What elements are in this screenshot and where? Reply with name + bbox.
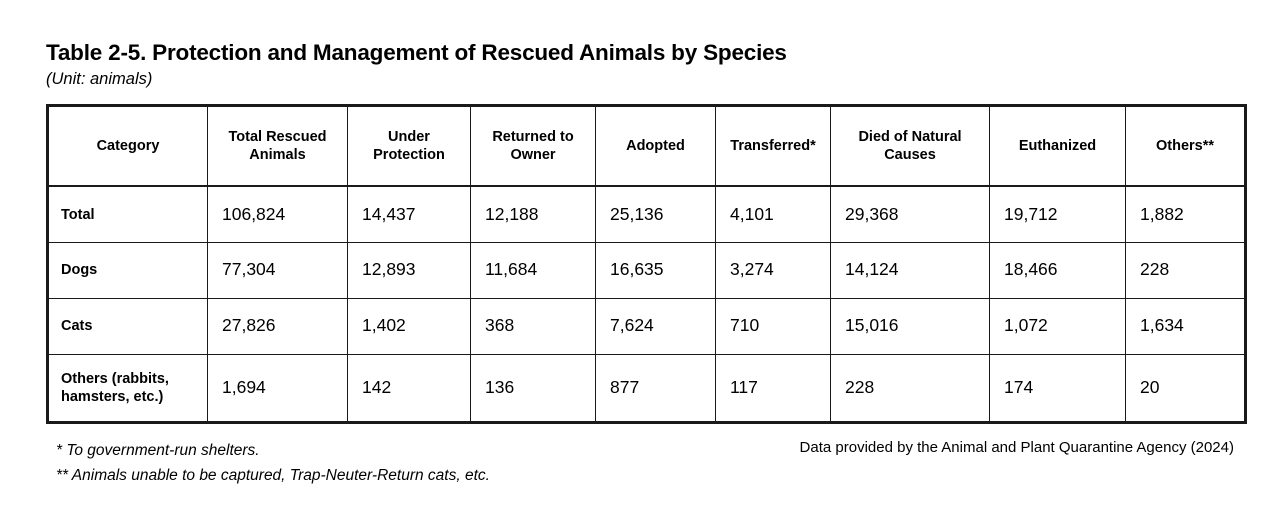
table-row: Total 106,824 14,437 12,188 25,136 4,101…	[47, 186, 1246, 243]
footnote-single-asterisk: * To government-run shelters.	[56, 441, 260, 459]
rescued-animals-table: Category Total Rescued Animals Under Pro…	[46, 104, 1247, 424]
row-label-dogs: Dogs	[47, 241, 208, 299]
cell-total-rescued: 106,824	[207, 186, 348, 243]
column-header-euthanized: Euthanized	[989, 105, 1126, 188]
cell-adopted: 7,624	[595, 297, 716, 355]
column-header-category: Category	[47, 105, 208, 188]
row-label-others: Others (rabbits, hamsters, etc.)	[47, 353, 208, 423]
table-row: Cats 27,826 1,402 368 7,624 710 15,016 1…	[47, 297, 1246, 355]
cell-total-rescued: 1,694	[207, 353, 348, 423]
cell-others: 1,634	[1125, 297, 1246, 355]
column-header-returned-to-owner: Returned to Owner	[470, 105, 596, 188]
table-row: Others (rabbits, hamsters, etc.) 1,694 1…	[47, 353, 1246, 423]
cell-transferred: 117	[715, 353, 831, 423]
cell-adopted: 16,635	[595, 241, 716, 299]
cell-died-natural: 228	[830, 353, 990, 423]
header-row: Category Total Rescued Animals Under Pro…	[47, 105, 1246, 188]
cell-under-protection: 12,893	[347, 241, 471, 299]
cell-transferred: 710	[715, 297, 831, 355]
cell-under-protection: 1,402	[347, 297, 471, 355]
cell-died-natural: 15,016	[830, 297, 990, 355]
cell-others: 20	[1125, 353, 1246, 423]
cell-under-protection: 14,437	[347, 186, 471, 243]
cell-transferred: 3,274	[715, 241, 831, 299]
cell-euthanized: 1,072	[989, 297, 1126, 355]
cell-total-rescued: 77,304	[207, 241, 348, 299]
cell-others: 228	[1125, 241, 1246, 299]
cell-returned-to-owner: 12,188	[470, 186, 596, 243]
cell-euthanized: 19,712	[989, 186, 1126, 243]
table-header: Category Total Rescued Animals Under Pro…	[47, 105, 1246, 188]
cell-euthanized: 174	[989, 353, 1126, 423]
table-footer: * To government-run shelters. ** Animals…	[46, 438, 1234, 498]
unit-label: (Unit: animals)	[46, 69, 153, 88]
table-body: Total 106,824 14,437 12,188 25,136 4,101…	[47, 186, 1246, 423]
column-header-under-protection: Under Protection	[347, 105, 471, 188]
column-header-transferred: Transferred*	[715, 105, 831, 188]
row-label-cats: Cats	[47, 297, 208, 355]
column-header-adopted: Adopted	[595, 105, 716, 188]
footnote-double-asterisk: ** Animals unable to be captured, Trap-N…	[56, 466, 490, 484]
table-row: Dogs 77,304 12,893 11,684 16,635 3,274 1…	[47, 241, 1246, 299]
cell-returned-to-owner: 11,684	[470, 241, 596, 299]
column-header-total-rescued: Total Rescued Animals	[207, 105, 348, 188]
row-label-total: Total	[47, 186, 208, 243]
page-title: Table 2-5. Protection and Management of …	[46, 40, 787, 65]
footnotes: * To government-run shelters. ** Animals…	[56, 438, 490, 488]
cell-died-natural: 29,368	[830, 186, 990, 243]
cell-adopted: 25,136	[595, 186, 716, 243]
cell-euthanized: 18,466	[989, 241, 1126, 299]
cell-died-natural: 14,124	[830, 241, 990, 299]
cell-returned-to-owner: 368	[470, 297, 596, 355]
column-header-died-natural-causes: Died of Natural Causes	[830, 105, 990, 188]
cell-total-rescued: 27,826	[207, 297, 348, 355]
data-source-attribution: Data provided by the Animal and Plant Qu…	[799, 438, 1234, 456]
cell-adopted: 877	[595, 353, 716, 423]
cell-others: 1,882	[1125, 186, 1246, 243]
cell-under-protection: 142	[347, 353, 471, 423]
cell-returned-to-owner: 136	[470, 353, 596, 423]
column-header-others: Others**	[1125, 105, 1246, 188]
cell-transferred: 4,101	[715, 186, 831, 243]
